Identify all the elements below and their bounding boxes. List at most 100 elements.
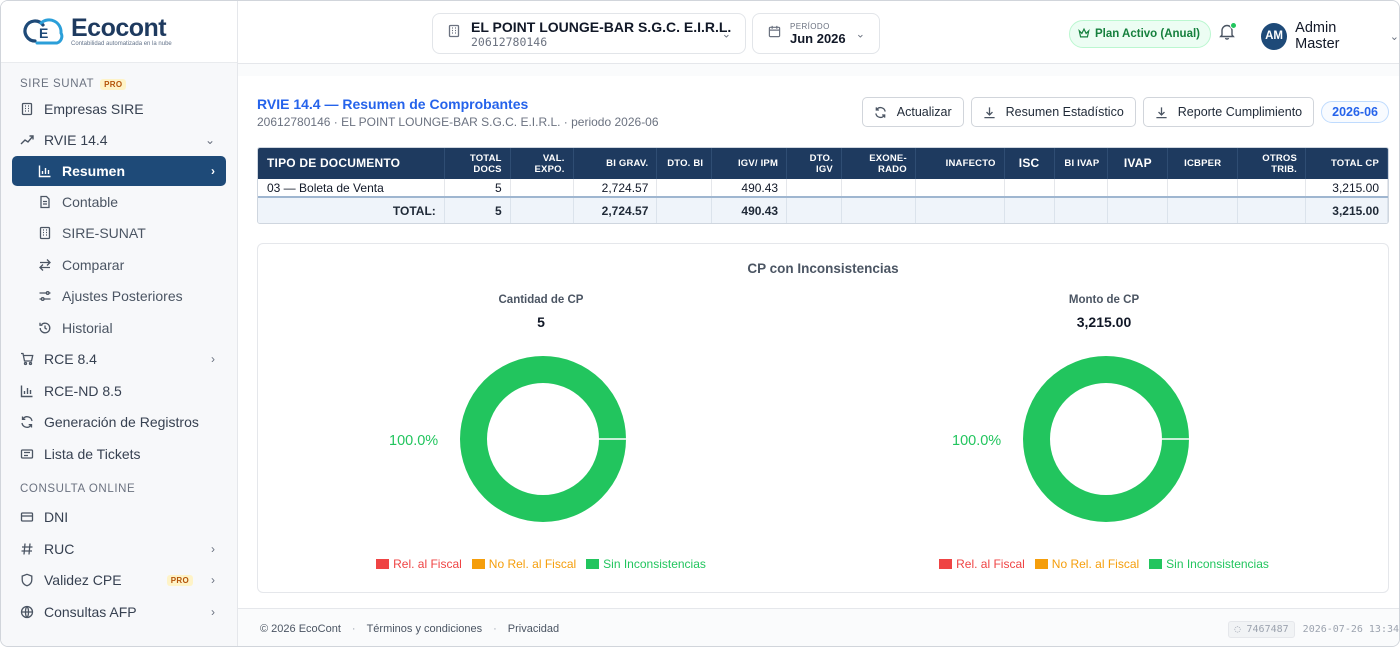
col-bi-grav[interactable]: BI GRAV.: [573, 148, 658, 179]
svg-text:E: E: [39, 25, 48, 41]
cart-icon: [20, 352, 34, 366]
legend-no-rel-fiscal[interactable]: No Rel. al Fiscal: [471, 557, 576, 571]
col-val-expo[interactable]: VAL. EXPO.: [510, 148, 574, 179]
trend-icon: [20, 133, 34, 147]
build-info: ◌ 7467487 2026-07-26 13:34: [1228, 621, 1399, 638]
col-icbper[interactable]: ICBPER: [1167, 148, 1239, 179]
user-menu[interactable]: AM Admin Master ⌄: [1261, 20, 1399, 52]
cell-total-cp: 3,215.00: [1305, 179, 1388, 197]
col-isc[interactable]: ISC: [1004, 148, 1055, 179]
donut-title: Monto de CP: [1068, 294, 1140, 306]
sidebar-nav: SIRE SUNAT PRO Empresas SIRE RVIE 14.4 ⌄: [1, 63, 237, 628]
legend-sin-inconsistencias[interactable]: Sin Inconsistencias: [1149, 557, 1269, 571]
donut-chart: [460, 356, 626, 522]
total-bi-ivap: [1054, 196, 1109, 223]
col-bi-ivap[interactable]: BI IVAP: [1054, 148, 1109, 179]
stats-summary-button[interactable]: Resumen Estadístico: [970, 97, 1136, 127]
chevron-right-icon: ›: [211, 352, 215, 367]
donut-monto: Monto de CP 3,215.00 100.0% Rel. al Fisc…: [821, 294, 1387, 584]
sidebar-item-validez-cpe[interactable]: Validez CPE PRO ›: [1, 565, 237, 597]
col-dto-igv[interactable]: DTO. IGV: [786, 148, 842, 179]
refresh-button[interactable]: Actualizar: [861, 97, 964, 127]
cell-dto-igv: [786, 179, 842, 197]
privacy-link[interactable]: Privacidad: [507, 622, 560, 635]
build-timestamp: 2026-07-26 13:34: [1302, 624, 1399, 635]
sidebar-item-rvie[interactable]: RVIE 14.4 ⌄: [1, 125, 237, 157]
sidebar-item-ajustes[interactable]: Ajustes Posteriores: [1, 281, 237, 313]
table-row[interactable]: 03 — Boleta de Venta 5 2,724.57 490.43: [258, 179, 1388, 197]
legend-sin-inconsistencias[interactable]: Sin Inconsistencias: [586, 557, 706, 571]
total-val-expo: [510, 196, 574, 223]
company-ruc: 20612780146: [471, 34, 548, 49]
total-igv-ipm: 490.43: [711, 196, 788, 223]
donut-slice-2[interactable]: [1023, 356, 1189, 522]
id-card-icon: [20, 510, 34, 524]
ticket-icon: [20, 447, 34, 461]
cell-bi-grav: 2,724.57: [573, 179, 658, 197]
donut-value: 5: [537, 314, 545, 330]
footer: © 2026 EcoCont · Términos y condiciones …: [238, 608, 1399, 646]
col-exonerado[interactable]: EXONE- RADO: [841, 148, 916, 179]
period-selector[interactable]: PERÍODO Jun 2026 ⌄: [752, 13, 880, 54]
sidebar-item-contable[interactable]: Contable: [1, 186, 237, 218]
brand-tagline: Contabilidad automatizada en la nube: [71, 41, 172, 47]
sidebar-item-tickets[interactable]: Lista de Tickets: [1, 438, 237, 470]
sidebar-item-rce[interactable]: RCE 8.4 ›: [1, 344, 237, 376]
col-dto-bi[interactable]: DTO. BI: [656, 148, 713, 179]
col-igv-ipm[interactable]: IGV/ IPM: [711, 148, 788, 179]
donut-chart: [1023, 356, 1189, 522]
donut-title: Cantidad de CP: [498, 294, 584, 306]
col-total-docs[interactable]: TOTAL DOCS: [444, 148, 511, 179]
ecocont-logo-icon: E: [23, 17, 64, 44]
legend-no-rel-fiscal[interactable]: No Rel. al Fiscal: [1034, 557, 1139, 571]
total-bi-grav: 2,724.57: [573, 196, 658, 223]
building-icon: [20, 102, 34, 116]
col-otros-trib[interactable]: OTROS TRIB.: [1237, 148, 1307, 179]
sidebar-item-comparar[interactable]: Comparar: [1, 249, 237, 281]
sidebar-item-empresas-sire[interactable]: Empresas SIRE: [1, 93, 237, 125]
sidebar-item-dni[interactable]: DNI: [1, 502, 237, 534]
history-icon: [38, 321, 52, 335]
total-icbper: [1167, 196, 1239, 223]
legend-rel-fiscal[interactable]: Rel. al Fiscal: [376, 557, 462, 571]
col-ivap[interactable]: IVAP: [1107, 148, 1169, 179]
refresh-icon: [20, 415, 34, 429]
cell-otros-trib: [1237, 179, 1307, 197]
legend-rel-fiscal[interactable]: Rel. al Fiscal: [939, 557, 1025, 571]
company-selector[interactable]: EL POINT LOUNGE-BAR S.G.C. E.I.R.L. 2061…: [432, 13, 746, 54]
sidebar-item-generacion[interactable]: Generación de Registros: [1, 407, 237, 439]
cell-val-expo: [510, 179, 574, 197]
chart-card-title: CP con Inconsistencias: [747, 261, 899, 276]
chevron-right-icon: ›: [211, 164, 215, 178]
donut-slice-2[interactable]: [460, 356, 626, 522]
sidebar-item-ruc[interactable]: RUC ›: [1, 533, 237, 565]
sidebar-item-sire-sunat[interactable]: SIRE-SUNAT: [1, 218, 237, 250]
building-icon: [38, 226, 52, 240]
section-label-sire: SIRE SUNAT PRO: [1, 75, 237, 93]
notifications-button[interactable]: [1219, 22, 1237, 45]
sidebar-item-consultas-afp[interactable]: Consultas AFP ›: [1, 596, 237, 628]
compliance-report-button[interactable]: Reporte Cumplimiento: [1142, 97, 1315, 127]
total-label: TOTAL:: [258, 196, 445, 223]
plan-badge[interactable]: Plan Activo (Anual): [1069, 20, 1211, 48]
col-inafecto[interactable]: INAFECTO: [915, 148, 1005, 179]
terms-link[interactable]: Términos y condiciones: [366, 622, 483, 635]
crown-icon: [1078, 27, 1090, 42]
sidebar-item-historial[interactable]: Historial: [1, 312, 237, 344]
logo[interactable]: E Ecocont Contabilidad automatizada en l…: [1, 1, 237, 63]
chevron-right-icon: ›: [211, 573, 215, 588]
sidebar-item-rce-nd[interactable]: RCE-ND 8.5: [1, 375, 237, 407]
chart-legend: Rel. al Fiscal No Rel. al Fiscal Sin Inc…: [821, 557, 1387, 571]
hash-icon: [20, 542, 34, 556]
sidebar-item-resumen[interactable]: Resumen ›: [12, 156, 226, 186]
refresh-icon: [874, 106, 887, 119]
globe-icon: [20, 605, 34, 619]
donut-cantidad: Cantidad de CP 5 100.0% Rel. al Fiscal N…: [258, 294, 824, 584]
footer-copyright: © 2026 EcoCont: [260, 622, 341, 635]
col-total-cp[interactable]: TOTAL CP: [1305, 148, 1388, 179]
total-docs: 5: [444, 196, 511, 223]
user-name: Admin Master: [1295, 20, 1340, 52]
chevron-down-icon: ⌄: [721, 28, 731, 40]
col-tipo-documento[interactable]: TIPO DE DOCUMENTO: [258, 148, 445, 179]
